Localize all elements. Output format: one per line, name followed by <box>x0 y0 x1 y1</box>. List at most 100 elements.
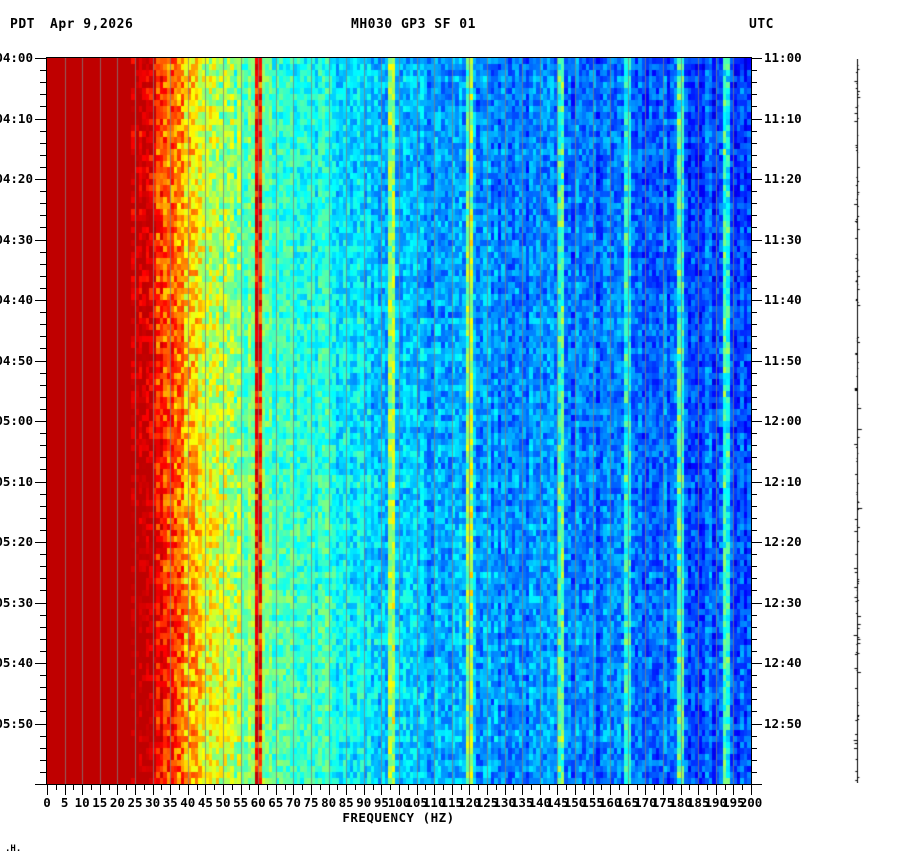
axis-tick-minor <box>40 408 46 410</box>
axis-tick-minor <box>751 529 757 531</box>
page-title: MH030 GP3 SF 01 <box>351 17 476 32</box>
axis-tick-major <box>575 784 576 795</box>
axis-tick-major <box>487 784 488 795</box>
axis-tick-minor <box>40 469 46 471</box>
axis-tick-minor <box>40 433 46 435</box>
axis-tick-major <box>663 784 664 795</box>
axis-tick-minor <box>751 759 757 761</box>
axis-tick-label: 12:30 <box>764 594 802 610</box>
axis-tick-label: 125 <box>475 795 499 810</box>
axis-tick-minor <box>751 493 757 495</box>
axis-tick-label: 95 <box>373 795 389 810</box>
axis-tick-minor <box>40 263 46 265</box>
axis-tick-minor <box>751 275 757 277</box>
axis-tick-label: 20 <box>109 795 125 810</box>
axis-tick-label: 05:30 <box>0 594 33 610</box>
axis-tick-major <box>35 784 46 785</box>
axis-tick-minor <box>40 324 46 326</box>
utc-time-axis: 11:00 11:10 11:20 11:30 11:40 11:50 12:00 12:10… <box>751 51 901 785</box>
axis-tick-major <box>733 784 735 795</box>
axis-tick-minor <box>751 614 757 616</box>
axis-tick-label: 85 <box>338 795 354 810</box>
axis-tick-minor <box>724 784 726 790</box>
axis-tick-minor <box>40 251 46 253</box>
axis-tick-minor <box>214 784 216 790</box>
axis-tick-minor <box>751 191 757 193</box>
axis-tick-label: 165 <box>616 795 640 810</box>
axis-tick-minor <box>179 784 180 790</box>
axis-tick-minor <box>751 590 757 592</box>
axis-tick-major <box>363 784 365 795</box>
axis-tick-label: 180 <box>669 795 692 810</box>
axis-tick-label: 10 <box>74 795 90 810</box>
axis-tick-minor <box>751 263 757 265</box>
axis-tick-minor <box>40 203 46 205</box>
axis-tick-minor <box>751 154 757 156</box>
axis-tick-major <box>240 784 242 795</box>
axis-tick-label: 120 <box>458 795 481 810</box>
axis-tick-label: 12:10 <box>764 473 802 489</box>
axis-tick-major <box>751 118 762 120</box>
axis-tick-minor <box>751 287 757 289</box>
axis-tick-label: 90 <box>356 795 372 810</box>
axis-tick-minor <box>161 784 163 790</box>
axis-tick-label: 35 <box>162 795 178 810</box>
axis-tick-major <box>293 784 295 795</box>
axis-tick-minor <box>55 784 57 790</box>
pdt-time-axis: 04:00 04:10 04:20 04:30 04:40 04:50 05:00 05:10… <box>0 51 46 785</box>
axis-tick-minor <box>548 784 550 790</box>
axis-tick-minor <box>751 372 757 374</box>
axis-tick-minor <box>372 784 374 790</box>
axis-tick-minor <box>751 227 757 229</box>
axis-tick-major <box>35 300 46 301</box>
axis-tick-label: 05:20 <box>0 534 33 549</box>
axis-tick-major <box>751 58 762 59</box>
axis-tick-minor <box>249 784 251 790</box>
axis-tick-label: 04:00 <box>0 50 33 65</box>
axis-tick-major <box>35 239 46 241</box>
axis-tick-minor <box>671 784 673 790</box>
axis-tick-minor <box>40 275 46 277</box>
axis-tick-minor <box>40 287 46 289</box>
axis-tick-minor <box>40 590 46 592</box>
axis-tick-minor <box>40 70 46 72</box>
axis-tick-minor <box>751 70 757 72</box>
axis-tick-major <box>751 239 762 241</box>
axis-tick-major <box>751 542 762 543</box>
axis-tick-major <box>35 723 46 725</box>
axis-tick-minor <box>566 784 568 790</box>
axis-tick-minor <box>751 517 757 519</box>
axis-tick-minor <box>40 759 46 761</box>
axis-tick-minor <box>742 784 744 790</box>
axis-tick-minor <box>751 675 757 677</box>
axis-tick-major <box>751 663 762 664</box>
axis-tick-major <box>82 784 84 795</box>
axis-tick-major <box>311 784 312 795</box>
axis-tick-major <box>35 421 46 422</box>
axis-tick-label: 11:50 <box>764 352 802 368</box>
axis-tick-minor <box>40 771 46 773</box>
axis-tick-label: 75 <box>303 795 319 810</box>
axis-tick-minor <box>40 215 46 217</box>
axis-tick-major <box>35 118 46 120</box>
axis-tick-label: 115 <box>440 795 464 810</box>
axis-tick-label: 11:10 <box>764 110 802 126</box>
axis-tick-major <box>170 784 172 795</box>
axis-tick-minor <box>495 784 497 790</box>
axis-tick-minor <box>319 784 321 790</box>
axis-tick-minor <box>751 251 757 253</box>
axis-tick-major <box>751 784 752 795</box>
axis-tick-major <box>434 784 436 795</box>
axis-tick-major <box>751 421 762 422</box>
axis-tick-major <box>592 784 594 795</box>
axis-tick-minor <box>40 747 46 749</box>
axis-tick-minor <box>751 203 757 205</box>
axis-tick-major <box>610 784 612 795</box>
axis-tick-label: 11:40 <box>764 292 802 307</box>
axis-tick-major <box>35 481 46 483</box>
axis-tick-minor <box>40 106 46 108</box>
axis-tick-minor <box>751 699 757 701</box>
axis-tick-minor <box>40 493 46 495</box>
axis-tick-label: 150 <box>563 795 587 810</box>
